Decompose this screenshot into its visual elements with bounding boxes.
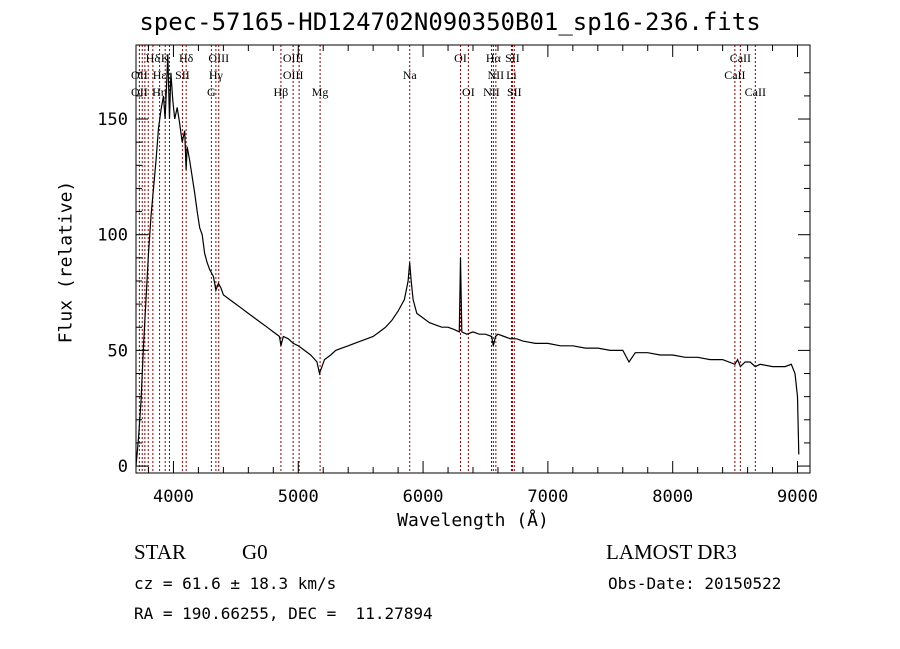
spectral-line-label: Hγ [209,68,224,82]
spectral-line-markers [138,45,756,473]
y-axis-ticks: 0 50 100 150 [97,72,810,477]
spectral-line-label: OI [454,51,467,65]
spectral-line-label: NII [483,85,500,99]
spectral-line-label: OII [131,68,148,82]
spectral-line-label: Mg [312,85,329,99]
redshift-text: cz = 61.6 ± 18.3 km/s [134,574,337,593]
spectral-line-label: OIII [283,68,304,82]
spectral-line-label: OI [462,85,475,99]
chart-title: spec-57165-HD124702N090350B01_sp16-236.f… [139,8,761,36]
x-tick-label: 7000 [527,487,568,507]
spectral-line-label: CaII [745,85,766,99]
spectrum-series-line [135,54,800,467]
spectral-line-label: OII [131,85,148,99]
spectral-line-label: Li [506,68,517,82]
object-class: STAR [134,540,186,564]
x-axis-ticks: 4000 5000 6000 7000 8000 9000 [147,45,818,507]
spectral-line-label: NII [488,68,505,82]
spectral-line-label: Hδ [179,51,194,65]
y-tick-label: 50 [108,341,128,361]
x-tick-label: 4000 [153,487,194,507]
spectral-line-label: G [207,85,216,99]
spectral-line-label: CaII [724,68,745,82]
y-axis-label: Flux (relative) [55,180,77,344]
spectral-line-label: Hη [152,85,167,99]
spectral-line-label: Hε [153,68,167,82]
y-tick-label: 0 [118,457,128,477]
y-tick-label: 150 [97,110,128,130]
survey-name: LAMOST DR3 [606,540,737,564]
coordinates-text: RA = 190.66255, DEC = 11.27894 [134,604,433,623]
spectral-line-label: Hβ [274,85,289,99]
x-tick-label: 6000 [403,487,444,507]
spectral-line-label: SII [505,51,520,65]
spectral-line-label: SII [175,68,190,82]
spectral-line-label: OIII [208,51,229,65]
x-tick-label: 5000 [278,487,319,507]
spectral-line-label: OIII [283,51,304,65]
plot-frame [135,44,811,474]
spectral-line-label: Hδ [146,51,161,65]
obs-date-text: Obs-Date: 20150522 [608,574,782,593]
object-subclass: G0 [242,540,268,564]
spectral-line-label: CaII [730,51,751,65]
spectral-line-label: Hα [486,51,502,65]
x-tick-label: 9000 [777,487,818,507]
spectral-line-label: K [161,51,170,65]
y-tick-label: 100 [97,226,128,246]
x-tick-label: 8000 [652,487,693,507]
x-axis-label: Wavelength (Å) [397,510,549,531]
spectral-line-label: Na [403,68,418,82]
spectral-line-label: SII [507,85,522,99]
